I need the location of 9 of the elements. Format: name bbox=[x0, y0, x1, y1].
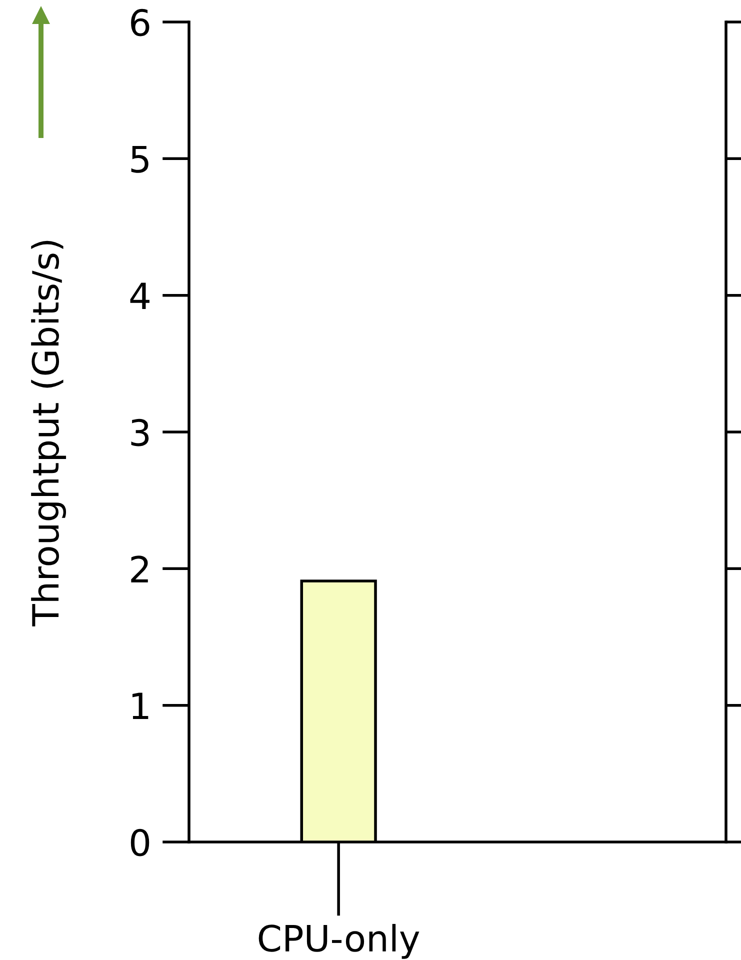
y-axis-title: Throughtput (Gbits/s) bbox=[31, 240, 66, 626]
y-tick-label: 0 bbox=[130, 828, 150, 856]
y-tick-label: 4 bbox=[130, 282, 150, 310]
y-tick-label: 1 bbox=[132, 692, 148, 720]
x-tick-label: CPU-only bbox=[258, 924, 420, 959]
y-tick-label: 6 bbox=[131, 8, 150, 36]
y-tick-label: 5 bbox=[131, 146, 148, 173]
y-tick-label: 3 bbox=[131, 418, 149, 446]
y-tick-label: 2 bbox=[131, 556, 148, 582]
